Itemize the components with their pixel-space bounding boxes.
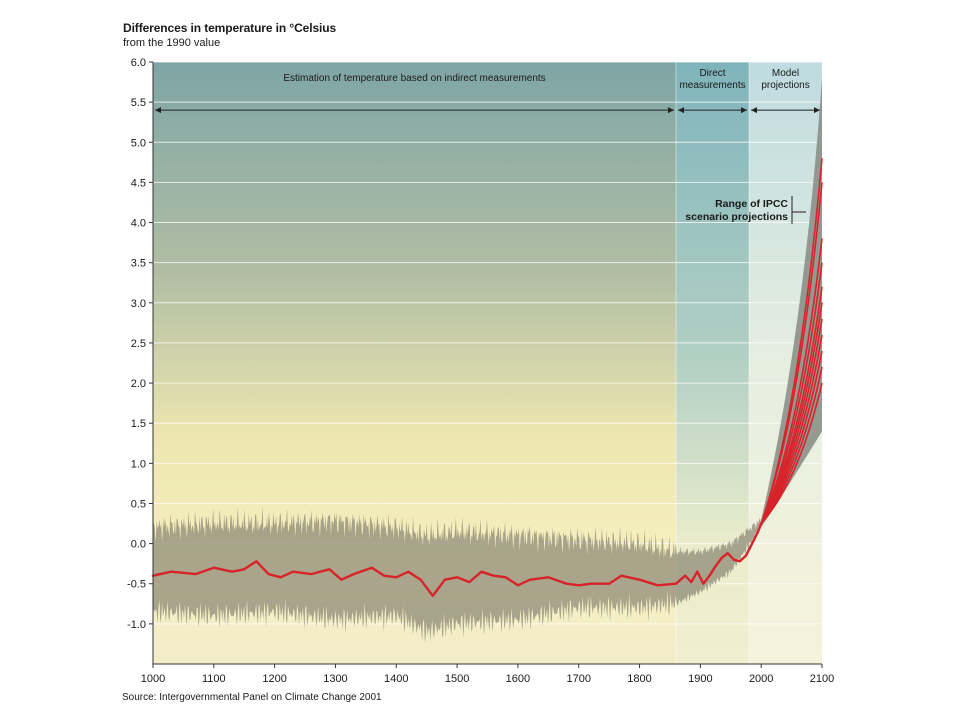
- y-tick-label: 2.5: [131, 338, 146, 350]
- y-tick-label: 5.5: [131, 97, 146, 109]
- region-label: projections: [761, 80, 809, 91]
- y-tick-label: 3.5: [131, 258, 146, 270]
- x-tick-label: 1600: [506, 673, 530, 685]
- x-tick-label: 2100: [810, 673, 834, 685]
- y-tick-label: 3.0: [131, 298, 146, 310]
- x-tick-label: 1400: [384, 673, 408, 685]
- region-label: measurements: [679, 80, 745, 91]
- x-tick-label: 1300: [323, 673, 347, 685]
- y-tick-label: -1.0: [127, 619, 146, 631]
- y-tick-label: 2.0: [131, 378, 146, 390]
- x-tick-label: 1800: [627, 673, 651, 685]
- x-tick-label: 2000: [749, 673, 773, 685]
- y-tick-label: -0.5: [127, 579, 146, 591]
- y-tick-label: 4.0: [131, 218, 146, 230]
- y-tick-label: 4.5: [131, 177, 146, 189]
- x-tick-label: 1500: [445, 673, 469, 685]
- annotation-text: Range of IPCC: [715, 198, 788, 210]
- x-tick-label: 1200: [262, 673, 286, 685]
- y-tick-label: 1.5: [131, 418, 146, 430]
- region-label: Direct: [699, 68, 725, 79]
- y-tick-label: 0.5: [131, 498, 146, 510]
- x-tick-label: 1900: [688, 673, 712, 685]
- x-tick-label: 1700: [566, 673, 590, 685]
- y-tick-label: 5.0: [131, 137, 146, 149]
- region-label: Estimation of temperature based on indir…: [283, 73, 545, 84]
- x-tick-label: 1000: [141, 673, 165, 685]
- y-tick-label: 0.0: [131, 539, 146, 551]
- annotation-text: scenario projections: [685, 211, 788, 223]
- y-tick-label: 1.0: [131, 458, 146, 470]
- region-label: Model: [772, 68, 799, 79]
- temperature-chart: 6.0 5.5 5.0 4.5 4.0 3.5 3.0 2.5 2.0 1.5 1.0 0.5 0.0 -…: [0, 0, 960, 720]
- chart-source: Source: Intergovernmental Panel on Clima…: [122, 692, 382, 703]
- y-tick-label: 6.0: [131, 57, 146, 69]
- x-tick-label: 1100: [202, 673, 226, 685]
